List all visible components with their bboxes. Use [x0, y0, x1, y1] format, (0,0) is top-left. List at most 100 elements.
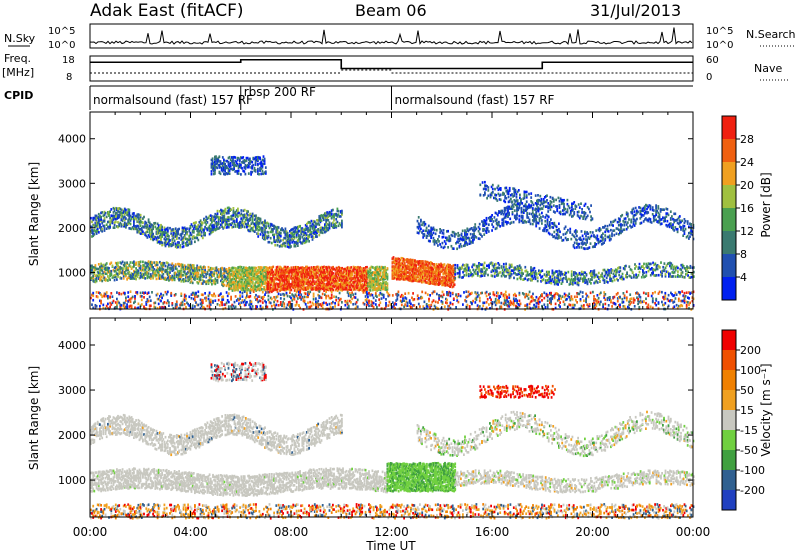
data-cell: [106, 262, 108, 265]
data-cell: [472, 269, 474, 272]
data-cell: [524, 277, 526, 280]
data-cell: [156, 274, 158, 277]
data-cell: [148, 218, 150, 221]
data-cell: [444, 240, 446, 243]
data-cell: [220, 270, 222, 273]
data-cell: [287, 232, 289, 235]
data-cell: [484, 267, 486, 270]
data-cell: [366, 266, 368, 269]
data-cell: [422, 260, 424, 263]
data-cell: [195, 221, 197, 224]
data-cell: [509, 218, 511, 221]
data-cell: [453, 247, 455, 250]
data-cell: [233, 226, 235, 229]
data-cell: [687, 220, 689, 223]
data-cell: [237, 208, 239, 211]
data-cell: [384, 266, 386, 269]
data-cell: [603, 241, 605, 244]
data-cell: [180, 272, 182, 275]
data-cell: [135, 278, 137, 281]
data-cell: [628, 218, 630, 221]
data-cell: [234, 220, 236, 223]
data-cell: [514, 209, 516, 212]
data-cell: [307, 227, 309, 230]
data-cell: [501, 265, 503, 268]
data-cell: [602, 232, 604, 235]
data-cell: [337, 208, 339, 211]
data-cell: [496, 270, 498, 273]
data-cell: [454, 264, 456, 267]
data-cell: [552, 226, 554, 229]
data-cell: [318, 223, 320, 226]
data-cell: [574, 236, 576, 239]
data-cell: [217, 281, 219, 284]
data-cell: [604, 238, 606, 241]
data-cell: [168, 235, 170, 238]
data-cell: [208, 266, 210, 269]
data-cell: [261, 288, 263, 291]
data-cell: [661, 222, 663, 225]
data-cell: [621, 224, 623, 227]
data-cell: [550, 282, 552, 285]
data-cell: [104, 217, 106, 220]
data-cell: [511, 264, 513, 267]
data-cell: [264, 231, 266, 234]
data-cell: [95, 264, 97, 267]
data-cell: [186, 241, 188, 244]
data-cell: [452, 235, 454, 238]
data-cell: [350, 266, 352, 269]
data-cell: [237, 215, 239, 218]
data-cell: [271, 242, 273, 245]
data-cell: [641, 222, 643, 225]
data-cell: [236, 218, 238, 221]
data-cell: [204, 269, 206, 272]
data-cell: [294, 236, 296, 239]
data-cell: [507, 221, 509, 224]
data-cell: [125, 209, 127, 212]
data-cell: [444, 263, 446, 266]
data-cell: [161, 228, 163, 231]
data-cell: [439, 275, 441, 278]
nsky-strip: N.Sky 10^5 10^0 10^5 10^0 N.Search: [4, 24, 796, 51]
data-cell: [265, 225, 267, 228]
data-cell: [109, 279, 111, 282]
data-cell: [576, 235, 578, 238]
data-cell: [202, 222, 204, 225]
data-cell: [175, 263, 177, 266]
data-cell: [461, 233, 463, 236]
data-cell: [341, 226, 343, 229]
data-cell: [627, 221, 629, 224]
data-cell: [435, 233, 437, 236]
data-cell: [501, 275, 503, 278]
data-cell: [335, 225, 337, 228]
freq-tick-top: 18: [62, 55, 75, 66]
data-cell: [522, 215, 524, 218]
data-cell: [223, 214, 225, 217]
data-cell: [387, 287, 389, 290]
data-cell: [420, 219, 422, 222]
data-cell: [519, 272, 521, 275]
data-cell: [630, 219, 632, 222]
data-cell: [528, 278, 530, 281]
data-cell: [520, 266, 522, 269]
data-cell: [610, 221, 612, 224]
data-cell: [285, 245, 287, 248]
data-cell: [147, 236, 149, 239]
data-cell: [655, 214, 657, 217]
data-cell: [151, 261, 153, 264]
data-cell: [496, 218, 498, 221]
data-cell: [596, 235, 598, 238]
data-cell: [311, 220, 313, 223]
data-cell: [539, 274, 541, 277]
data-cell: [99, 223, 101, 226]
data-cell: [486, 223, 488, 226]
data-cell: [327, 219, 329, 222]
data-cell: [567, 229, 569, 232]
data-cell: [544, 220, 546, 223]
data-cell: [438, 235, 440, 238]
data-cell: [318, 234, 320, 237]
freq-strip: Freq. [MHz] 18 8 60 0 Nave: [2, 52, 790, 83]
data-cell: [479, 223, 481, 226]
data-cell: [290, 266, 292, 269]
